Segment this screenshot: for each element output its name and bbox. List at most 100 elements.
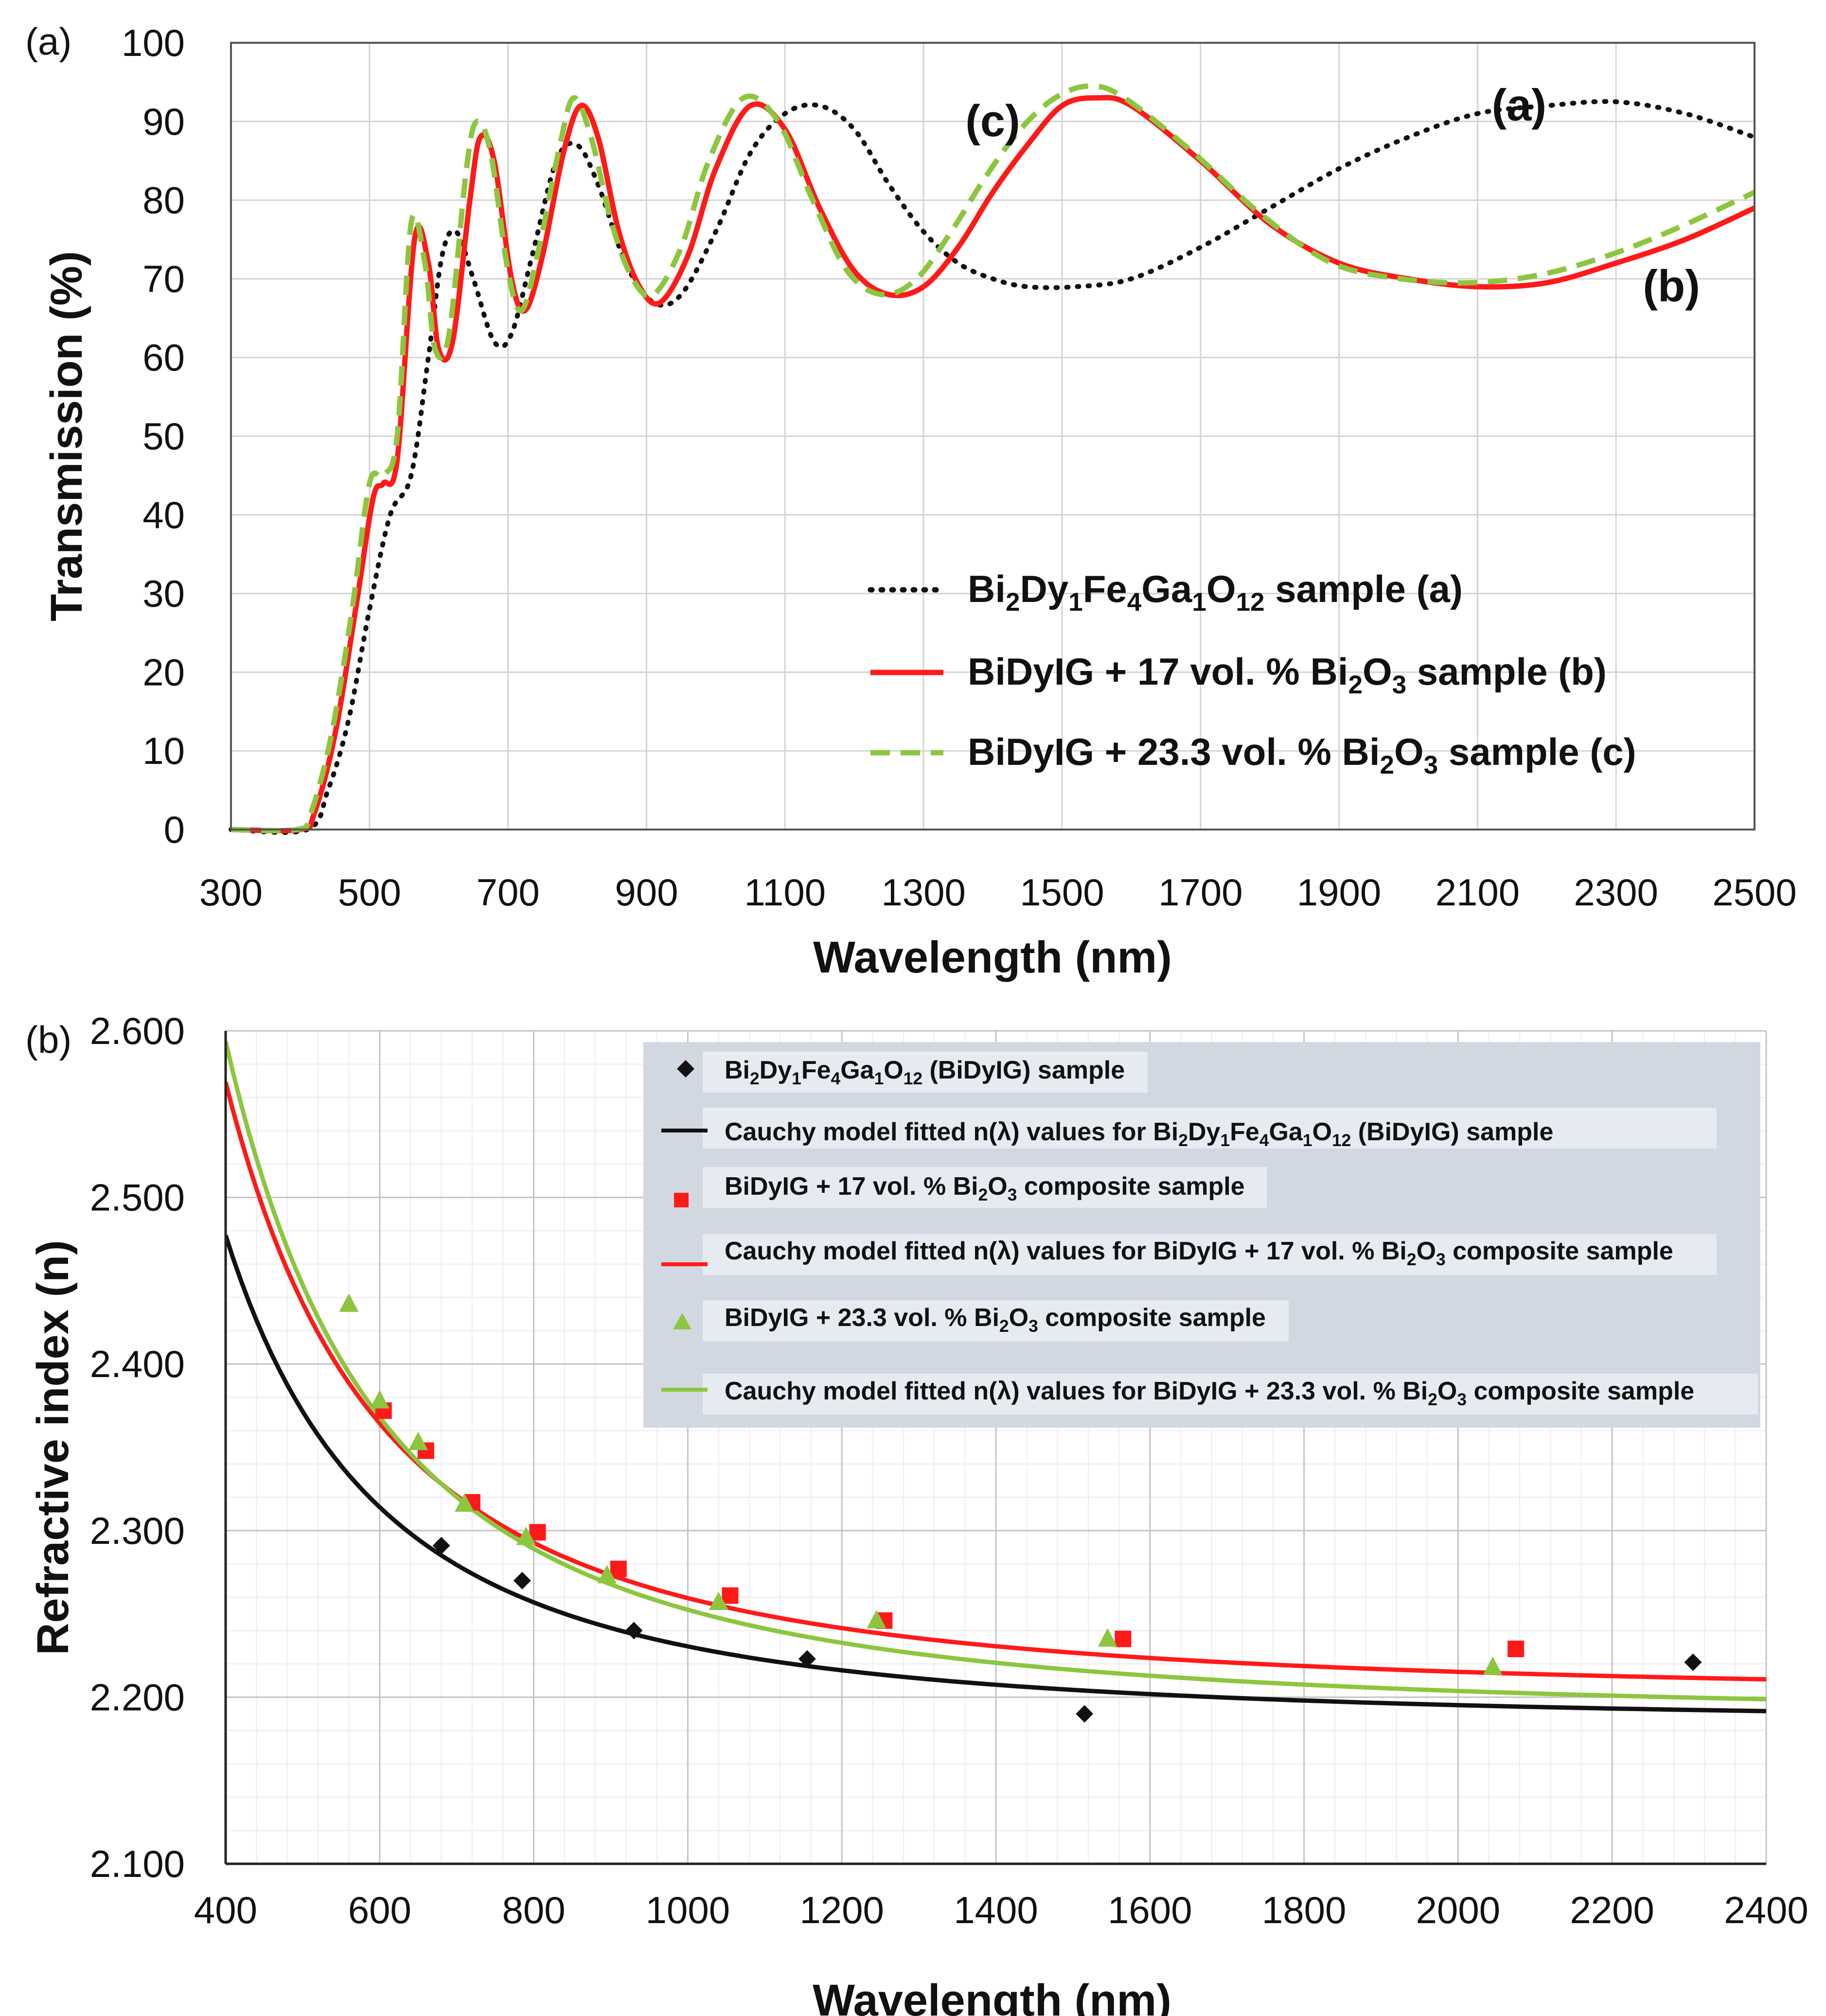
legend-b-text-2: Cauchy model fitted n(λ) values for Bi2D… [725,1118,1553,1150]
transmission-x-tick: 2500 [1712,871,1797,914]
refractive-x-tick: 800 [502,1889,566,1931]
panel-a-label: (a) [25,20,71,63]
transmission-chart: (a) 300 500 700 900 1100 1300 1500 1700 1900 2100… [25,20,1797,982]
refractive-point-triangle [408,1432,428,1450]
refractive-y-tick: 2.300 [90,1509,185,1552]
refractive-point-diamond [432,1537,450,1555]
refractive-x-tick: 400 [194,1889,257,1931]
refractive-point-diamond [625,1622,643,1640]
refractive-x-tick: 1400 [954,1889,1038,1931]
refractive-point-triangle [1098,1628,1117,1647]
refractive-fit-curve [226,1041,1766,1702]
refractive-y-tick: 2.500 [90,1176,185,1219]
refractive-point-triangle [597,1565,617,1584]
refractive-point-diamond [798,1650,816,1668]
transmission-x-tick: 700 [477,871,540,914]
legend-b-entry-box-6 [703,1374,1758,1415]
refractive-y-tick: 2.400 [90,1343,185,1385]
transmission-curve-label: (b) [1643,262,1700,311]
refractive-x-tick: 1600 [1108,1889,1192,1931]
refractive-point-square [1507,1641,1525,1658]
refractive-legend: Bi2Dy1Fe4Ga1O12 (BiDyIG) sample Cauchy m… [643,1042,1760,1428]
transmission-curve-label: (a) [1492,80,1546,130]
transmission-x-tick: 1900 [1297,871,1382,914]
refractive-point-triangle [1483,1656,1503,1675]
transmission-y-tick: 10 [142,729,185,772]
refractive-point-square [529,1524,546,1541]
legend-b-entry-box-3 [703,1167,1267,1208]
transmission-x-tick: 300 [199,871,263,914]
refractive-data-points [339,1293,1702,1723]
refractive-axes [224,1031,1766,1865]
transmission-y-axis-title: Transmission (%) [42,251,91,621]
transmission-x-tick: 900 [615,871,678,914]
legend-a-text-b: BiDyIG + 17 vol. % Bi2O3 sample (b) [968,650,1607,699]
legend-b-text-5: BiDyIG + 23.3 vol. % Bi2O3 composite sam… [725,1304,1266,1336]
refractive-x-axis-title: Wavelength (nm) [813,1976,1171,2016]
transmission-x-tick: 500 [338,871,401,914]
refractive-x-tick: 2000 [1416,1889,1501,1931]
panel-b-label: (b) [25,1018,71,1061]
transmission-curve-labels: (a) (b) (c) [965,80,1700,311]
refractive-x-tick: 1800 [1262,1889,1347,1931]
refractive-point-triangle [370,1390,390,1409]
transmission-y-tick: 100 [122,21,185,64]
transmission-grid [230,42,1755,831]
legend-a-text-c: BiDyIG + 23.3 vol. % Bi2O3 sample (c) [968,730,1636,779]
transmission-x-tick-labels: 300 500 700 900 1100 1300 1500 1700 1900 2100 2300… [199,871,1797,914]
transmission-curve-label: (c) [965,96,1020,146]
legend-b-entry-box-5 [703,1300,1289,1341]
transmission-y-tick: 30 [142,572,185,615]
legend-a-text-a: Bi2Dy1Fe4Ga1O12 sample (a) [968,567,1463,617]
transmission-x-tick: 1300 [881,871,966,914]
refractive-fit-curves [226,1041,1766,1714]
refractive-point-square [1115,1630,1132,1647]
legend-b-entry-box-1 [703,1052,1148,1093]
transmission-y-tick-labels: 0 10 20 30 40 50 60 70 80 90 100 [122,21,185,851]
transmission-y-tick: 80 [142,179,185,222]
refractive-point-diamond [513,1572,531,1590]
legend-b-entry-box-2 [703,1108,1717,1149]
refractive-point-triangle [516,1526,536,1545]
transmission-curve-c [230,83,1756,833]
refractive-point-square [722,1587,739,1604]
transmission-y-tick: 50 [142,415,185,458]
transmission-x-tick: 1100 [744,871,826,914]
refractive-y-tick-labels: 2.100 2.200 2.300 2.400 2.500 2.600 [90,1009,185,1885]
transmission-y-tick: 90 [142,100,185,143]
transmission-x-tick: 1700 [1158,871,1243,914]
refractive-y-axis-title: Refractive index (n) [28,1240,78,1655]
legend-b-text-6: Cauchy model fitted n(λ) values for BiDy… [725,1377,1694,1409]
refractive-point-triangle [867,1609,886,1628]
transmission-y-tick: 70 [142,257,185,300]
refractive-y-tick: 2.100 [90,1842,185,1885]
refractive-x-tick: 2200 [1570,1889,1654,1931]
refractive-y-tick: 2.200 [90,1676,185,1718]
refractive-x-tick-labels: 400 600 800 1000 1200 1400 1600 1800 2000 2200 240… [194,1889,1808,1931]
transmission-curve-a [229,99,1757,835]
transmission-legend: Bi2Dy1Fe4Ga1O12 sample (a) BiDyIG + 17 v… [868,567,1636,779]
refractive-x-tick: 2400 [1724,1889,1808,1931]
transmission-y-tick: 0 [164,808,185,851]
legend-b-marker-triangle [673,1313,691,1329]
refractive-index-chart: (b) 400 600 800 1000 1200 1400 1600 1800 2000 220… [25,1009,1808,2016]
transmission-y-tick: 60 [142,336,185,379]
transmission-y-tick: 40 [142,494,185,536]
transmission-x-axis-title: Wavelength (nm) [813,933,1172,982]
refractive-point-diamond [1076,1705,1094,1723]
transmission-curve-b [230,95,1756,833]
legend-b-entry-box-4 [703,1234,1717,1275]
refractive-point-triangle [709,1592,728,1610]
transmission-curves [229,83,1757,835]
refractive-x-tick: 1200 [799,1889,884,1931]
refractive-point-diamond [1684,1653,1702,1671]
refractive-point-square [610,1560,627,1577]
refractive-y-tick: 2.600 [90,1009,185,1052]
refractive-x-tick: 1000 [646,1889,730,1931]
legend-b-text-4: Cauchy model fitted n(λ) values for BiDy… [725,1237,1673,1269]
legend-b-text-1: Bi2Dy1Fe4Ga1O12 (BiDyIG) sample [725,1056,1125,1088]
transmission-x-tick: 2300 [1574,871,1658,914]
refractive-point-triangle [339,1293,359,1312]
transmission-x-tick: 2100 [1436,871,1520,914]
